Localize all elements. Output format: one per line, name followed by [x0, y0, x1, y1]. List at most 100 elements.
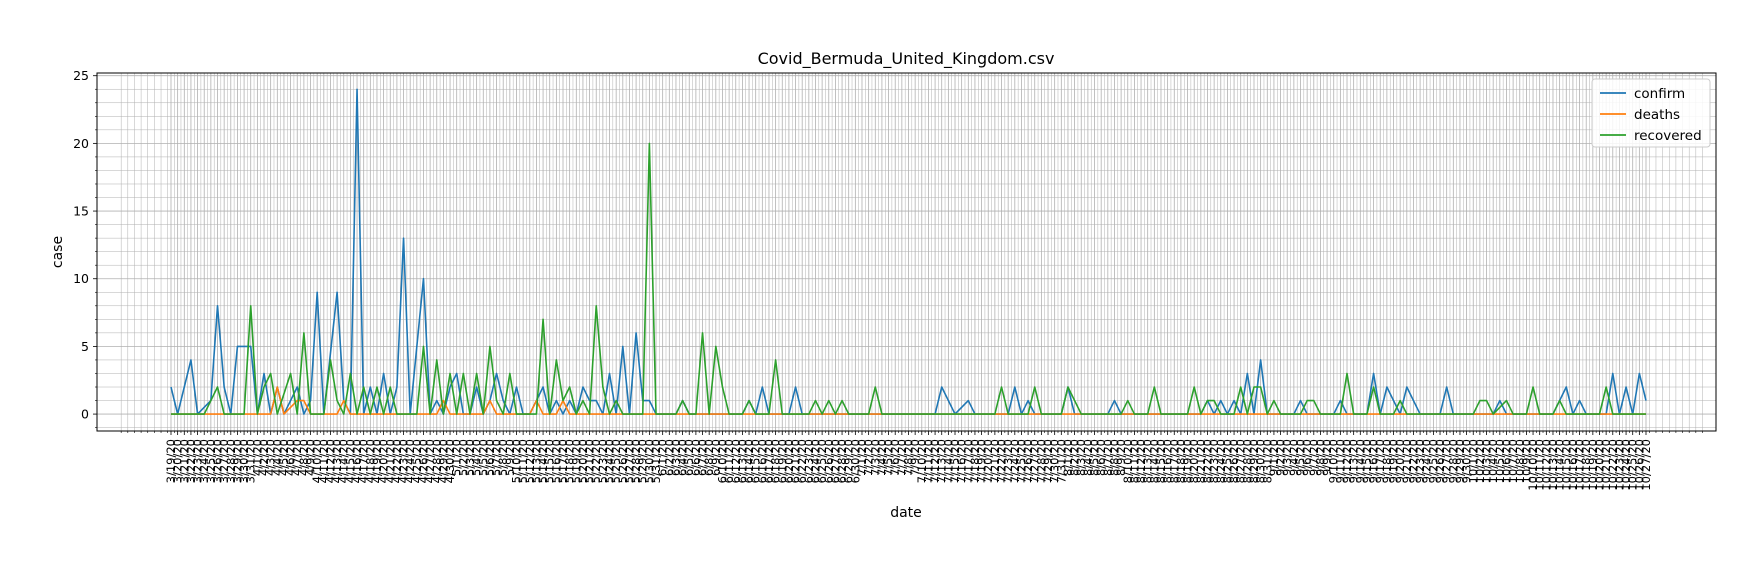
- x-tick-label: 9/24/20: [1420, 439, 1434, 483]
- x-tick-label: 10/16/20: [1566, 439, 1580, 491]
- x-tick-label: 10/27/20: [1639, 439, 1653, 491]
- x-tick-label: 6/18/20: [769, 439, 783, 483]
- x-tick-label: 7/19/20: [975, 439, 989, 483]
- x-tick-label: 7/21/20: [988, 439, 1002, 483]
- series-layer: [170, 88, 1647, 415]
- x-tick-label: 8/26/20: [1227, 439, 1241, 483]
- x-tick-label: 7/22/20: [995, 439, 1009, 483]
- x-tick-label: 10/17/20: [1573, 439, 1587, 491]
- x-tick-label: 9/27/20: [1440, 439, 1454, 483]
- x-tick-label: 5/25/20: [609, 439, 623, 483]
- x-tick-label: 6/23/20: [802, 439, 816, 483]
- x-tick-label: 6/29/20: [842, 439, 856, 483]
- x-tick-label: 10/10/20: [1526, 439, 1540, 491]
- x-tick-label: 4/2/20: [257, 439, 271, 476]
- x-tick-label: 6/7/20: [696, 439, 710, 476]
- x-tick-label: 7/4/20: [875, 439, 889, 476]
- x-tick-label: 6/1/20: [656, 439, 670, 476]
- x-tick-label: 6/19/20: [775, 439, 789, 483]
- x-tick-label: 6/2/20: [662, 439, 676, 476]
- x-tick-label: 5/28/20: [629, 439, 643, 483]
- x-tick-label: 10/1/20: [1466, 439, 1480, 483]
- x-tick-label: 10/11/20: [1533, 439, 1547, 491]
- x-tick-label: 7/9/20: [908, 439, 922, 476]
- x-tick-label: 8/29/20: [1247, 439, 1261, 483]
- x-tick-label: 5/4/20: [470, 439, 484, 476]
- chart-title: Covid_Bermuda_United_Kingdom.csv: [758, 49, 1055, 69]
- x-tick-label: 6/11/20: [722, 439, 736, 483]
- x-tick-label: 10/12/20: [1539, 439, 1553, 491]
- x-tick-label: 4/26/20: [416, 439, 430, 483]
- x-tick-label: 7/20/20: [981, 439, 995, 483]
- x-tick-label: 7/13/20: [935, 439, 949, 483]
- x-tick-label: 5/16/20: [549, 439, 563, 483]
- x-tick-label: 8/20/20: [1187, 439, 1201, 483]
- x-tick-label: 3/31/20: [244, 439, 258, 483]
- legend-box: [1591, 78, 1711, 148]
- x-tick-label: 8/1/20: [1061, 439, 1075, 476]
- major-gridlines: [97, 73, 1716, 431]
- x-tick-label: 9/2/20: [1274, 439, 1288, 476]
- y-tick-label: 5: [81, 339, 89, 354]
- x-tick-label: 8/27/20: [1234, 439, 1248, 483]
- x-tick-label: 6/16/20: [755, 439, 769, 483]
- x-tick-label: 8/28/20: [1240, 439, 1254, 483]
- x-tick-label: 9/19/20: [1387, 439, 1401, 483]
- x-tick-label: 8/9/20: [1114, 439, 1128, 476]
- x-tick-label: 3/19/20: [164, 439, 178, 483]
- x-tick-label: 10/26/20: [1632, 439, 1646, 491]
- x-tick-label: 4/8/20: [297, 439, 311, 476]
- x-tick-label: 9/30/20: [1460, 439, 1474, 483]
- y-tick-label: 15: [73, 204, 89, 219]
- x-tick-label: 4/25/20: [410, 439, 424, 483]
- x-tick-label: 8/30/20: [1254, 439, 1268, 483]
- x-tick-label: 5/6/20: [483, 439, 497, 476]
- x-tick-label: 4/24/20: [403, 439, 417, 483]
- x-tick-label: 3/23/20: [191, 439, 205, 483]
- x-tick-label: 5/20/20: [576, 439, 590, 483]
- x-tick-label: 7/3/20: [868, 439, 882, 476]
- x-tick-label: 4/1/20: [250, 439, 264, 476]
- x-tick-label: 10/8/20: [1513, 439, 1527, 483]
- x-tick-label: 9/17/20: [1373, 439, 1387, 483]
- x-tick-label: 9/26/20: [1433, 439, 1447, 483]
- x-tick-label: 7/17/20: [961, 439, 975, 483]
- x-tick-label: 10/13/20: [1546, 439, 1560, 491]
- x-tick-label: 4/22/20: [390, 439, 404, 483]
- x-tick-label: 5/30/20: [642, 439, 656, 483]
- x-tick-label: 6/17/20: [762, 439, 776, 483]
- x-tick-label: 6/22/20: [795, 439, 809, 483]
- x-tick-label: 7/16/20: [955, 439, 969, 483]
- x-tick-label: 3/20/20: [171, 439, 185, 483]
- x-tick-label: 9/22/20: [1406, 439, 1420, 483]
- x-tick-label: 9/1/20: [1267, 439, 1281, 476]
- y-tick-label: 0: [81, 407, 89, 422]
- x-tick-label: 7/5/20: [882, 439, 896, 476]
- x-tick-label: 9/4/20: [1287, 439, 1301, 476]
- x-tick-label: 7/18/20: [968, 439, 982, 483]
- x-tick-label: 9/3/20: [1280, 439, 1294, 476]
- x-tick-label: 4/11/20: [317, 439, 331, 483]
- x-tick-label: 7/11/20: [921, 439, 935, 483]
- x-tick-label: 5/14/20: [536, 439, 550, 483]
- x-tick-label: 5/26/20: [616, 439, 630, 483]
- y-axis: 0 5 10 15 20 25: [73, 68, 97, 428]
- x-tick-label: 4/14/20: [337, 439, 351, 483]
- x-tick-label: 9/12/20: [1340, 439, 1354, 483]
- x-tick-label: 9/28/20: [1446, 439, 1460, 483]
- x-tick-label: 10/19/20: [1586, 439, 1600, 491]
- series-line-deaths: [171, 386, 1646, 415]
- x-tick-label: 9/25/20: [1426, 439, 1440, 483]
- x-tick-label: 4/30/20: [443, 439, 457, 483]
- x-tick-label: 4/18/20: [363, 439, 377, 483]
- x-tick-label: 5/22/20: [589, 439, 603, 483]
- x-tick-label: 4/7/20: [290, 439, 304, 476]
- x-tick-label: 5/17/20: [556, 439, 570, 483]
- x-tick-label: 10/22/20: [1606, 439, 1620, 491]
- y-tick-label: 10: [73, 271, 89, 286]
- x-tick-label: 8/7/20: [1101, 439, 1115, 476]
- x-tick-label: 10/25/20: [1626, 439, 1640, 491]
- x-tick-label: 5/23/20: [596, 439, 610, 483]
- x-tick-label: 8/22/20: [1200, 439, 1214, 483]
- x-tick-label: 8/19/20: [1181, 439, 1195, 483]
